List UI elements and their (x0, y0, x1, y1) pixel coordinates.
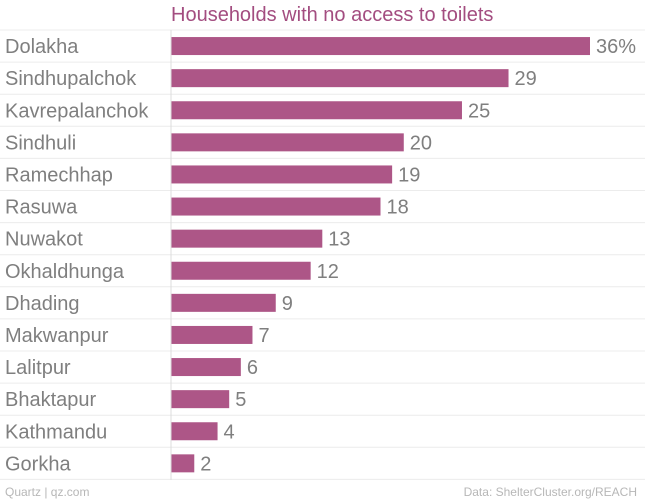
bar (171, 293, 276, 312)
category-label: Makwanpur (5, 325, 109, 347)
category-label: Dolakha (5, 36, 79, 58)
category-labels: Dolakha Sindhupalchok Kavrepalanchok Sindhu… (5, 36, 149, 475)
value-label: 12 (317, 261, 339, 283)
value-label: 2 (200, 453, 211, 475)
value-label: 4 (224, 421, 235, 443)
value-label: 20 (410, 132, 432, 154)
bar (171, 325, 253, 344)
gridlines (0, 29, 645, 480)
bar (171, 261, 311, 280)
value-label: 19 (398, 164, 420, 186)
footer-credit: Quartz | qz.com (5, 485, 90, 499)
value-label: 6 (247, 357, 258, 379)
footer-source: Data: ShelterCluster.org/REACH (463, 485, 637, 499)
chart-title: Households with no access to toilets (171, 4, 493, 26)
category-label: Gorkha (5, 453, 71, 475)
bars (171, 37, 590, 473)
bar (171, 454, 195, 473)
value-label: 25 (468, 100, 490, 122)
category-label: Kathmandu (5, 421, 107, 443)
value-label: 36% (596, 36, 636, 58)
category-label: Rasuwa (5, 197, 78, 219)
bar (171, 101, 462, 120)
value-label: 9 (282, 293, 293, 315)
bar (171, 69, 509, 88)
value-label: 13 (328, 229, 350, 251)
bar (171, 165, 393, 184)
category-label: Nuwakot (5, 229, 83, 251)
category-label: Bhaktapur (5, 389, 97, 411)
value-label: 7 (258, 325, 269, 347)
bar (171, 197, 381, 216)
category-label: Ramechhap (5, 164, 113, 186)
bar (171, 133, 404, 152)
category-label: Sindhuli (5, 132, 76, 154)
value-label: 18 (387, 197, 409, 219)
bar (171, 229, 323, 248)
bar (171, 358, 241, 377)
bar (171, 37, 590, 56)
category-label: Lalitpur (5, 357, 71, 379)
value-label: 29 (515, 68, 537, 90)
bar (171, 422, 218, 441)
category-label: Dhading (5, 293, 80, 315)
category-label: Okhaldhunga (5, 261, 125, 283)
bar (171, 390, 230, 409)
category-label: Kavrepalanchok (5, 100, 149, 122)
category-label: Sindhupalchok (5, 68, 137, 90)
value-label: 5 (235, 389, 246, 411)
